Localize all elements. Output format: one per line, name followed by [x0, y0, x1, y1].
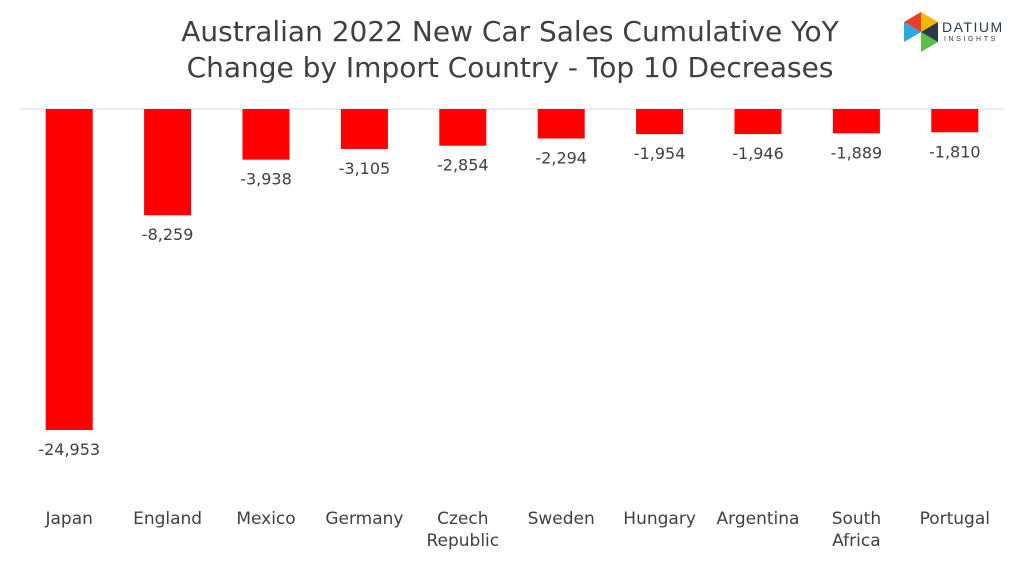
x-tick-label-line: Germany	[325, 509, 403, 529]
x-tick-label: South Africa	[832, 509, 881, 551]
data-label: -1,946	[732, 144, 784, 163]
x-tick-label: Argentina	[717, 509, 800, 529]
bar	[832, 109, 880, 134]
logo-wordmark: DATIUM	[942, 19, 1004, 35]
datium-logo-icon	[904, 12, 938, 52]
data-label: -1,810	[929, 142, 981, 161]
x-tick-label: Portugal	[920, 509, 990, 529]
x-tick-label-line: Czech	[437, 509, 488, 529]
x-tick-label: Germany	[325, 509, 403, 529]
x-tick-label: Japan	[44, 509, 92, 529]
x-axis-tick-labels: Japan England Mexico Germany Czech Republic Sw…	[44, 509, 990, 551]
bar	[45, 109, 93, 430]
x-tick-label-line: South	[832, 509, 881, 529]
x-tick-label: England	[133, 509, 202, 529]
chart-title-line-1: Australian 2022 New Car Sales Cumulative…	[181, 15, 839, 48]
bar	[734, 109, 782, 135]
data-label: -3,938	[240, 170, 292, 189]
x-tick-label-line: Japan	[44, 509, 92, 529]
data-label: -8,259	[142, 225, 194, 244]
data-label: -2,854	[437, 156, 489, 175]
x-tick-label: Czech Republic	[426, 509, 499, 551]
chart-title: Australian 2022 New Car Sales Cumulative…	[100, 14, 920, 86]
bar	[636, 109, 684, 135]
bar	[537, 109, 585, 139]
x-tick-label-line: Republic	[426, 531, 499, 551]
x-tick-label-line: Portugal	[920, 509, 990, 529]
bar	[340, 109, 388, 149]
bar	[242, 109, 290, 160]
x-tick-label: Mexico	[236, 509, 295, 529]
x-tick-label-line: Argentina	[717, 509, 800, 529]
data-label: -3,105	[339, 159, 391, 178]
x-tick-label: Sweden	[528, 509, 595, 529]
logo-facet-left	[904, 22, 921, 42]
x-tick-label-line: Mexico	[236, 509, 295, 529]
x-tick-label-line: Sweden	[528, 509, 595, 529]
bar	[931, 109, 979, 133]
logo-facet-bottom	[921, 32, 938, 52]
bar	[439, 109, 487, 146]
data-label: -2,294	[535, 149, 587, 168]
data-label: -24,953	[38, 440, 100, 459]
chart-title-line-2: Change by Import Country - Top 10 Decrea…	[186, 51, 834, 84]
x-tick-label-line: England	[133, 509, 202, 529]
data-label: -1,954	[634, 144, 686, 163]
logo-facet-top	[921, 12, 938, 32]
datium-logo	[904, 12, 1016, 56]
data-label: -1,889	[831, 143, 883, 162]
bar	[144, 109, 192, 216]
x-tick-label-line: Africa	[832, 531, 881, 551]
logo-tagline: INSIGHTS	[944, 36, 998, 43]
x-tick-label: Hungary	[623, 509, 696, 529]
logo-facet-left-top	[904, 12, 921, 32]
data-labels: -24,953 -8,259 -3,938 -3,105 -2,854 -2,294 -1,…	[38, 142, 980, 459]
x-tick-label-line: Hungary	[623, 509, 696, 529]
logo-facet-right	[921, 22, 938, 42]
bar-series	[45, 109, 979, 430]
